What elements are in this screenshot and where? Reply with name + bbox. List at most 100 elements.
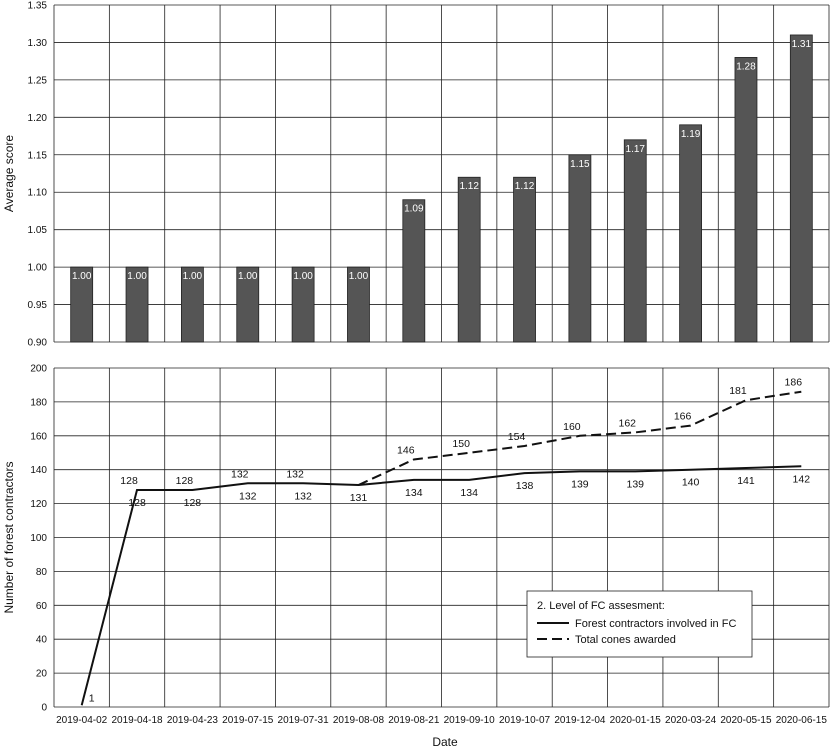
top-y-tick-label: 1.30 <box>28 38 48 49</box>
bar-value-label: 1.09 <box>404 204 424 215</box>
cones-value-label: 146 <box>397 445 415 457</box>
legend-entry-forest-contractors: Forest contractors involved in FC <box>575 618 736 630</box>
top-y-tick-label: 0.95 <box>28 300 48 311</box>
bottom-y-tick-label: 40 <box>36 635 48 646</box>
x-tick-label: 2019-12-04 <box>554 715 606 726</box>
top-y-tick-label: 0.90 <box>28 338 48 349</box>
contractors-value-label: 131 <box>350 492 368 504</box>
bottom-y-tick-label: 80 <box>36 567 48 578</box>
cones-value-label: 154 <box>508 431 526 443</box>
bar-value-label: 1.00 <box>349 271 369 282</box>
contractors-value-label: 139 <box>571 478 589 490</box>
contractors-value-label: 128 <box>128 497 146 509</box>
top-y-tick-label: 1.35 <box>28 1 48 12</box>
bar-value-label: 1.00 <box>238 271 258 282</box>
bottom-y-tick-label: 180 <box>30 397 47 408</box>
series-line-total-cones <box>358 390 802 486</box>
x-tick-label: 2020-01-15 <box>610 715 662 726</box>
cones-value-label: 181 <box>729 385 747 397</box>
contractors-value-label: 141 <box>737 475 755 487</box>
contractors-value-label: 140 <box>682 477 700 489</box>
contractors-value-label: 128 <box>184 497 202 509</box>
cones-value-label: 132 <box>286 468 304 480</box>
score-bar <box>402 199 426 343</box>
contractors-value-label: 132 <box>294 490 312 502</box>
bottom-y-axis-title: Number of forest contractors <box>2 461 16 613</box>
x-axis-title: Date <box>432 735 458 749</box>
contractors-value-label: 142 <box>793 473 811 485</box>
bar-value-label: 1.00 <box>183 271 203 282</box>
contractors-value-label: 139 <box>626 478 644 490</box>
x-tick-label: 2019-04-23 <box>167 715 219 726</box>
bottom-y-tick-label: 140 <box>30 465 47 476</box>
bar-value-label: 1.19 <box>681 129 701 140</box>
score-bar <box>347 266 370 343</box>
top-y-tick-label: 1.15 <box>28 150 48 161</box>
x-tick-label: 2019-08-21 <box>388 715 440 726</box>
legend-entry-total-cones: Total cones awarded <box>575 634 676 646</box>
cones-value-label: 162 <box>618 417 636 429</box>
top-y-tick-label: 1.20 <box>28 113 48 124</box>
x-tick-label: 2019-10-07 <box>499 715 551 726</box>
cones-value-label: 128 <box>120 475 138 487</box>
bottom-y-tick-label: 160 <box>30 431 47 442</box>
bar-value-label: 1.00 <box>293 271 313 282</box>
score-bar <box>236 266 260 343</box>
cones-value-label: 160 <box>563 421 581 433</box>
score-bar <box>291 266 315 343</box>
x-tick-label: 2020-05-15 <box>720 715 772 726</box>
cones-value-label: 166 <box>674 411 692 423</box>
score-bar <box>513 176 536 343</box>
bottom-y-tick-label: 60 <box>36 601 48 612</box>
score-bar <box>623 139 647 343</box>
bar-value-label: 1.31 <box>792 39 812 50</box>
top-y-tick-label: 1.10 <box>28 188 48 199</box>
score-bar <box>789 34 813 343</box>
bar-value-label: 1.28 <box>736 61 756 72</box>
x-tick-label: 2019-07-31 <box>278 715 330 726</box>
bar-value-label: 1.12 <box>459 181 479 192</box>
contractors-value-label: 1 <box>89 692 95 704</box>
cones-value-label: 186 <box>785 377 803 389</box>
bar-value-label: 1.12 <box>515 181 535 192</box>
bar-value-label: 1.17 <box>626 144 646 155</box>
bottom-y-tick-label: 0 <box>41 703 47 714</box>
cones-value-label: 150 <box>452 438 470 450</box>
bar-value-label: 1.00 <box>127 271 147 282</box>
average-score-bar-chart: 0.90 0.95 1.00 1.05 1.10 1.15 1.20 1.25 1.30 1.35… <box>2 1 830 349</box>
x-tick-label: 2020-06-15 <box>776 715 828 726</box>
bottom-y-tick-label: 120 <box>30 499 47 510</box>
x-tick-label: 2020-03-24 <box>665 715 717 726</box>
score-bar <box>568 154 592 343</box>
cones-value-label: 128 <box>176 475 194 487</box>
score-bar <box>125 266 149 343</box>
bar-value-label: 1.15 <box>570 159 590 170</box>
x-tick-label: 2019-09-10 <box>444 715 496 726</box>
legend-title: 2. Level of FC assesment: <box>537 600 665 612</box>
score-bar <box>734 57 758 343</box>
contractors-value-label: 132 <box>239 490 257 502</box>
x-tick-label: 2019-04-02 <box>56 715 108 726</box>
contractors-value-label: 134 <box>405 487 423 499</box>
x-tick-label: 2019-04-18 <box>111 715 163 726</box>
score-bar <box>457 176 481 343</box>
cones-value-label: 132 <box>231 468 249 480</box>
x-tick-label: 2019-07-15 <box>222 715 274 726</box>
contractors-value-label: 138 <box>516 480 534 492</box>
x-tick-label: 2019-08-08 <box>333 715 385 726</box>
top-y-tick-label: 1.00 <box>28 263 48 274</box>
contractors-value-label: 134 <box>460 487 478 499</box>
series-line-forest-contractors <box>80 465 802 706</box>
top-y-tick-label: 1.05 <box>28 225 48 236</box>
score-bar <box>180 266 204 343</box>
bar-value-label: 1.00 <box>72 271 92 282</box>
bottom-y-tick-label: 200 <box>30 364 47 375</box>
bottom-y-tick-label: 20 <box>36 669 48 680</box>
bottom-y-tick-label: 100 <box>30 533 47 544</box>
top-y-axis-title: Average score <box>2 135 16 212</box>
score-bar <box>679 124 703 343</box>
score-bar <box>70 266 94 343</box>
top-y-tick-label: 1.25 <box>28 75 48 86</box>
